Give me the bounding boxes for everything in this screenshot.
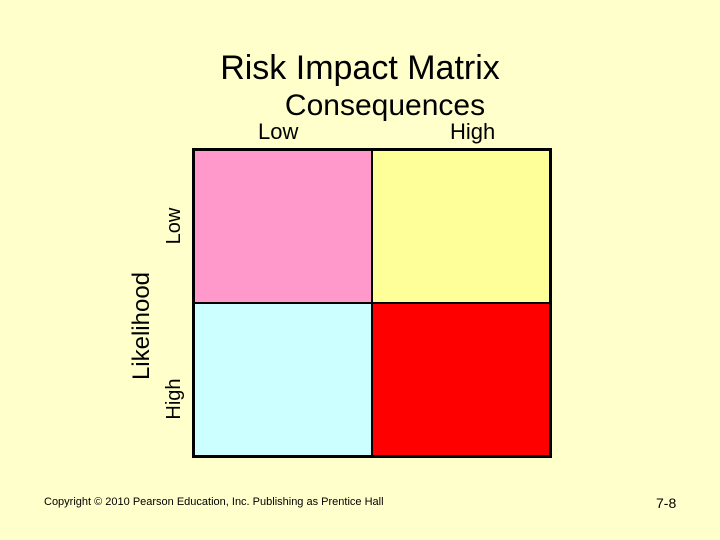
cell-low-likelihood-low-consequence bbox=[195, 151, 371, 302]
consequences-high-label: High bbox=[450, 119, 496, 144]
cell-high-likelihood-low-consequence bbox=[195, 304, 371, 455]
likelihood-high-label: High bbox=[163, 378, 185, 420]
likelihood-axis-title: Likelihood bbox=[128, 271, 155, 381]
copyright-footer: Copyright © 2010 Pearson Education, Inc.… bbox=[44, 496, 384, 508]
cell-high-likelihood-high-consequence bbox=[373, 304, 549, 455]
slide-title-text: Risk Impact Matrix bbox=[220, 49, 500, 87]
risk-matrix-grid bbox=[192, 148, 552, 458]
slide-title: Risk Impact Matrix bbox=[0, 46, 720, 90]
likelihood-low-label: Low bbox=[163, 207, 185, 245]
consequences-axis-title: Consequences bbox=[284, 89, 486, 122]
consequences-low-label: Low bbox=[258, 119, 299, 144]
cell-low-likelihood-high-consequence bbox=[373, 151, 549, 302]
page-number: 7-8 bbox=[656, 495, 677, 511]
